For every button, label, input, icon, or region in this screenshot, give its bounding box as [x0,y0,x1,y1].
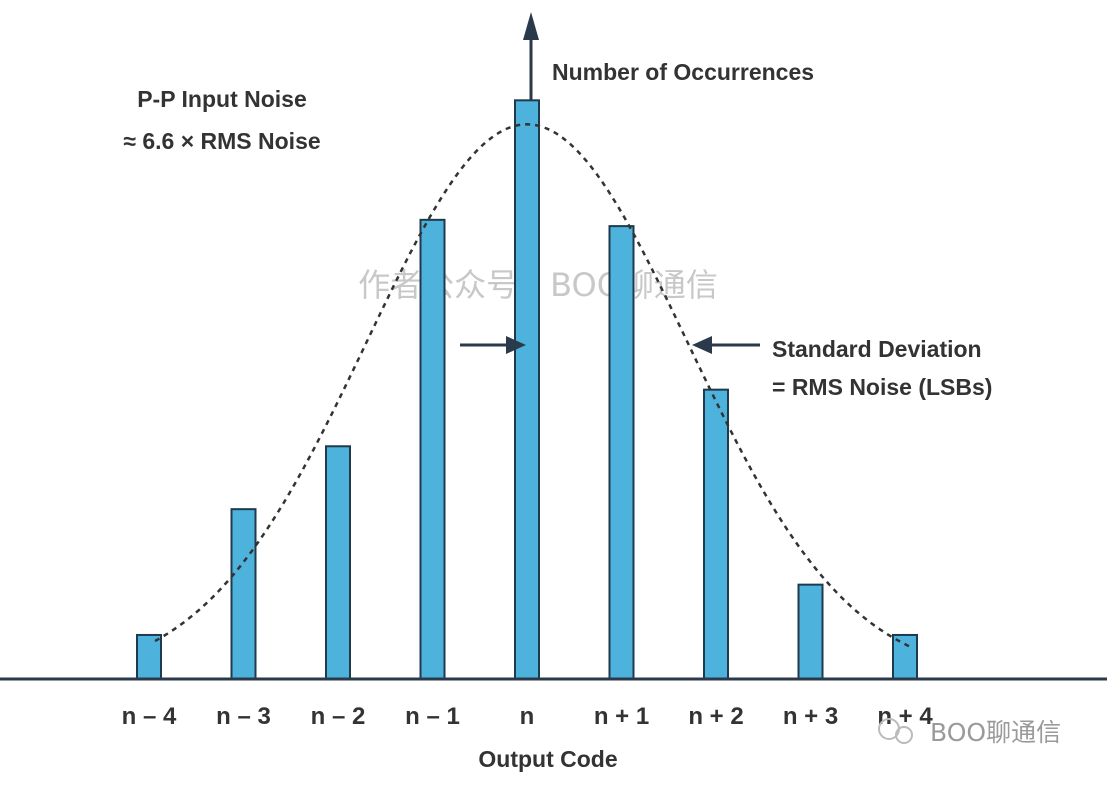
x-tick-label-7: n + 3 [783,703,838,730]
bar-1 [230,508,257,681]
x-tick-label-3: n – 1 [405,703,460,730]
y-axis-title: Number of Occurrences [552,59,814,85]
bar-5 [608,225,635,680]
gaussian-curve [154,123,912,649]
x-tick-labels: n – 4 n – 3 n – 2 n – 1 n n + 1 n + 2 n + 3 n + … [122,703,934,730]
bar-3 [419,218,446,681]
center-arrow-icon [506,336,526,354]
x-tick-label-6: n + 2 [688,703,743,730]
std-dev-arrow-icon [692,336,712,354]
wechat-icon-2 [895,726,913,744]
pp-noise-label-1: P-P Input Noise [137,86,307,112]
pp-noise-label-2: ≈ 6.6 × RMS Noise [123,128,320,154]
x-tick-label-2: n – 2 [311,703,366,730]
std-dev-label-1: Standard Deviation [772,336,982,362]
x-tick-label-5: n + 1 [594,703,649,730]
bar-8 [892,633,918,680]
bar-2 [325,445,351,680]
x-tick-label-0: n – 4 [122,703,177,730]
watermark-corner: BOO聊通信 [878,718,1061,747]
bar-4 [514,99,540,680]
bar-7 [797,583,824,681]
x-tick-label-1: n – 3 [216,703,271,730]
bar-6 [703,388,729,680]
watermark-corner-text: BOO聊通信 [930,718,1061,747]
y-axis-arrow-icon [523,12,539,40]
x-axis-title: Output Code [478,746,617,772]
x-tick-label-8: n + 4 [877,703,933,730]
std-dev-label-2: = RMS Noise (LSBs) [772,374,992,400]
bar-0 [136,633,162,680]
x-tick-label-4: n [520,703,535,730]
